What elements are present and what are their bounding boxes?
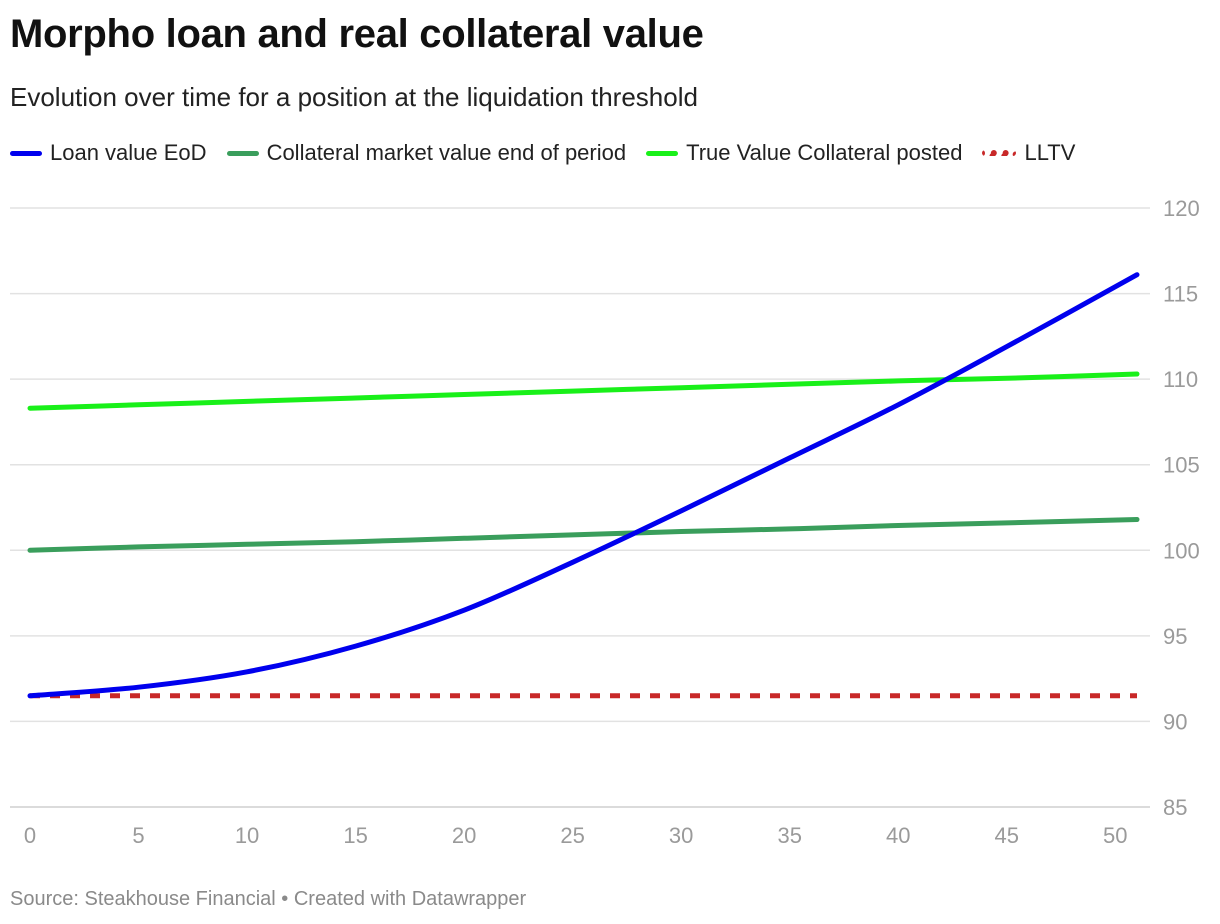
x-axis-ticks: 0 5 10 15 20 25 30 35 40 45 50 [24,823,1128,848]
legend-label-loan-value: Loan value EoD [50,140,207,165]
x-tick-label: 0 [24,823,36,848]
legend-swatch-collateral-market-value [226,150,259,156]
legend-item-true-value-collateral: True Value Collateral posted [646,140,962,166]
legend-item-lltv: LLTV [982,140,1075,166]
footer-separator: • [281,888,289,910]
x-tick-label: 40 [886,823,910,848]
chart-subtitle: Evolution over time for a position at th… [10,82,698,112]
legend-label-lltv: LLTV [1024,140,1076,165]
series-line-true-value-collateral-posted [27,371,1140,411]
gridlines [10,207,1150,808]
y-tick-label: 120 [1163,196,1200,221]
line-chart: 85 90 95 100 105 110 115 120 0 5 10 15 20 25 30 35 40 45… [10,196,1200,848]
x-tick-label: 25 [560,823,584,848]
legend: Loan value EoD Collateral market value e… [10,140,1095,166]
chart-title: Morpho loan and real collateral value [10,12,704,56]
y-tick-label: 100 [1163,538,1200,563]
series-line-collateral-market-value-end-of-period [27,517,1140,553]
series-line-loan-value-eod [27,272,1140,699]
legend-swatch-loan-value [10,150,42,156]
x-tick-label: 20 [452,823,476,848]
y-axis-ticks: 85 90 95 100 105 110 115 120 [1163,196,1200,820]
legend-swatch-lltv [982,150,1017,156]
y-tick-label: 85 [1163,795,1187,820]
legend-label-true-value-collateral: True Value Collateral posted [686,140,963,165]
x-tick-label: 45 [995,823,1019,848]
x-tick-label: 5 [132,823,144,848]
created-with-note: Created with Datawrapper [293,888,527,910]
y-tick-label: 110 [1163,367,1198,392]
x-tick-label: 35 [777,823,801,848]
legend-item-loan-value: Loan value EoD [10,140,207,166]
x-tick-label: 50 [1103,823,1127,848]
x-tick-label: 15 [343,823,367,848]
y-tick-label: 95 [1163,624,1187,649]
y-tick-label: 115 [1163,282,1198,307]
footer: Source: Steakhouse Financial • Created w… [10,888,526,911]
legend-swatch-true-value-collateral [646,150,679,156]
x-tick-label: 30 [669,823,693,848]
y-tick-label: 105 [1163,453,1200,478]
series-lines [27,272,1140,699]
legend-item-collateral-market-value: Collateral market value end of period [226,140,627,166]
legend-label-collateral-market-value: Collateral market value end of period [266,140,627,165]
y-tick-label: 90 [1163,709,1187,734]
x-tick-label: 10 [235,823,259,848]
source-note: Source: Steakhouse Financial [10,888,276,910]
